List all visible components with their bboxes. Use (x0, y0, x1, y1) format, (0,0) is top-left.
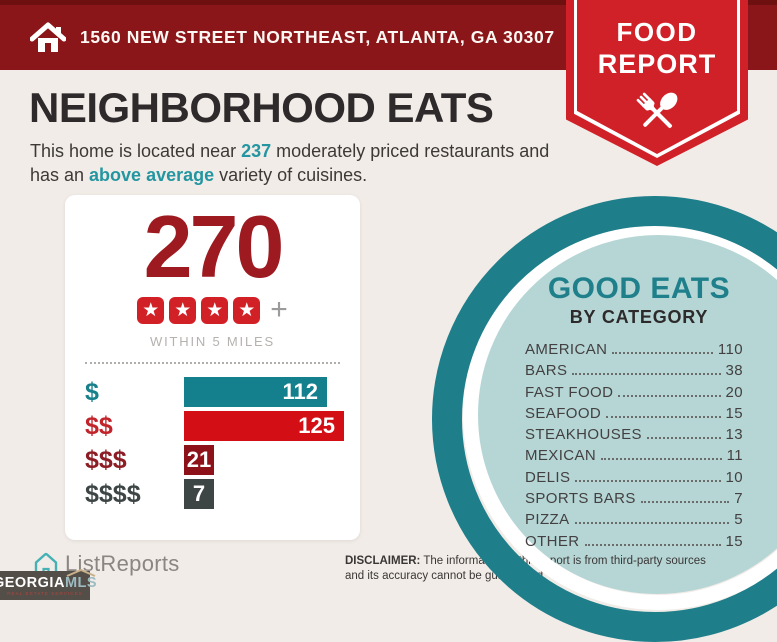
intro-text: This home is located near 237 moderately… (30, 139, 570, 187)
category-name: SPORTS BARS (525, 490, 636, 508)
price-bar: 112 (184, 377, 327, 407)
plus-sign: + (270, 293, 288, 326)
category-count: 15 (725, 404, 743, 422)
category-name: PIZZA (525, 511, 570, 529)
category-name: AMERICAN (525, 341, 608, 358)
spoon-fork-icon (636, 92, 678, 129)
star-icon: ★ (233, 296, 261, 324)
category-count: 38 (725, 362, 743, 380)
dotted-leader (574, 522, 730, 525)
category-row: PIZZA 5 (525, 511, 743, 532)
property-address: 1560 NEW STREET NORTHEAST, ATLANTA, GA 3… (80, 27, 555, 47)
price-bar: 7 (184, 479, 214, 509)
total-restaurant-count: 270 (143, 197, 285, 296)
dotted-divider (85, 362, 340, 364)
category-count: 15 (725, 532, 743, 550)
price-bar-row: $$$$ 7 (85, 479, 360, 509)
good-eats-title: GOOD EATS (547, 272, 731, 305)
dotted-leader (612, 352, 713, 354)
category-name: FAST FOOD (525, 383, 614, 401)
category-list: AMERICAN 110 BARS 38 FAST FOOD 20 SEAFOOD 15… (515, 341, 763, 554)
restaurant-summary-card: 270 ★ ★ ★ ★ + WITHIN 5 MILES $ 112 $$ 125 $$… (65, 195, 360, 540)
star-icon: ★ (169, 296, 197, 324)
ribbon-title-report: REPORT (597, 49, 717, 79)
category-name: BARS (525, 362, 568, 380)
price-bar-row: $ 112 (85, 377, 360, 407)
price-bar: 125 (184, 411, 344, 441)
dotted-leader (646, 437, 721, 440)
dotted-leader (572, 373, 721, 376)
intro-line2: has an above average variety of cuisines… (30, 165, 368, 185)
category-count: 20 (725, 383, 743, 401)
category-row: MEXICAN 11 (525, 447, 743, 468)
mls-text: MLS (65, 568, 97, 591)
georgia-mls-logo: GEORGIA MLS REAL ESTATE SERVICES (0, 568, 97, 600)
category-name: DELIS (525, 468, 571, 486)
mls-roof-icon (66, 568, 96, 577)
radius-label: WITHIN 5 MILES (150, 334, 275, 349)
category-count: 11 (726, 447, 743, 465)
category-count: 5 (734, 511, 743, 529)
category-row: SEAFOOD 15 (525, 405, 743, 426)
category-count: 13 (725, 426, 743, 444)
restaurant-count: 237 (241, 141, 272, 161)
category-name: SEAFOOD (525, 404, 602, 422)
price-bar: 21 (184, 445, 214, 475)
price-label: $ (85, 377, 99, 406)
page-title: NEIGHBORHOOD EATS (29, 84, 494, 131)
category-count: 10 (725, 468, 743, 486)
star-rating: ★ ★ ★ ★ + (65, 293, 360, 327)
food-report-ribbon: FOOD REPORT (566, 0, 748, 166)
home-icon (30, 22, 66, 52)
category-count: 7 (734, 490, 743, 508)
disclaimer-label: DISCLAIMER: (345, 555, 421, 567)
dotted-leader (601, 458, 722, 461)
category-row: AMERICAN 110 (525, 341, 743, 362)
category-name: OTHER (525, 532, 580, 550)
dotted-leader (606, 415, 721, 418)
category-row: BARS 38 (525, 362, 743, 383)
dotted-leader (618, 394, 721, 397)
category-row: DELIS 10 (525, 469, 743, 490)
dotted-leader (575, 479, 721, 482)
category-row: STEAKHOUSES 13 (525, 426, 743, 447)
price-bar-row: $$$ 21 (85, 445, 360, 475)
price-label: $$$$ (85, 479, 141, 508)
ribbon-title-food: FOOD (616, 17, 698, 47)
good-eats-panel: GOOD EATS BY CATEGORY AMERICAN 110 BARS 38… (515, 272, 763, 554)
price-label: $$ (85, 411, 113, 440)
dotted-leader (584, 543, 721, 546)
georgia-mls-tagline: REAL ESTATE SERVICES (7, 590, 83, 596)
category-name: MEXICAN (525, 447, 597, 465)
category-count: 110 (717, 341, 743, 358)
intro-line1: This home is located near 237 moderately… (30, 141, 550, 161)
georgia-mls-wordmark: GEORGIA MLS (0, 568, 97, 591)
star-icon: ★ (137, 296, 165, 324)
above-average-highlight: above average (89, 165, 215, 185)
category-row: OTHER 15 (525, 533, 743, 554)
price-bar-row: $$ 125 (85, 411, 360, 441)
star-icon: ★ (201, 296, 229, 324)
good-eats-subtitle: BY CATEGORY (569, 307, 709, 327)
category-name: STEAKHOUSES (525, 426, 642, 444)
price-label: $$$ (85, 445, 127, 474)
dotted-leader (640, 501, 730, 504)
price-bar-chart: $ 112 $$ 125 $$$ 21 $$$$ 7 (65, 377, 360, 509)
category-row: FAST FOOD 20 (525, 384, 743, 405)
category-row: SPORTS BARS 7 (525, 490, 743, 511)
